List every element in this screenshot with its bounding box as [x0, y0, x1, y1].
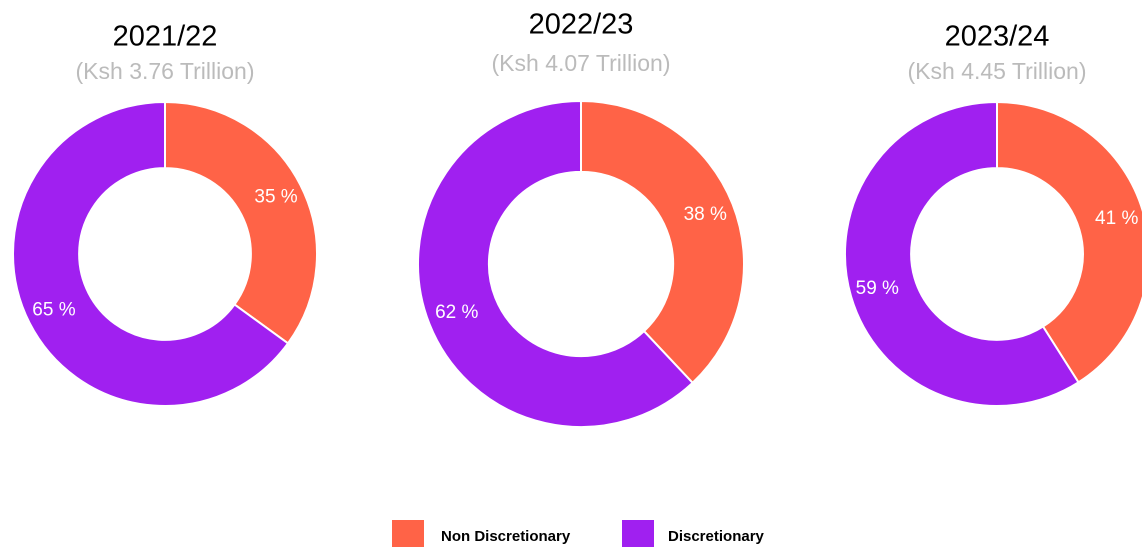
data-label: 38 % [684, 204, 727, 225]
chart-subtitle: (Ksh 4.07 Trillion) [492, 50, 671, 76]
chart-subtitle: (Ksh 4.45 Trillion) [908, 58, 1087, 84]
data-label: 59 % [856, 278, 899, 299]
legend-label: Discretionary [668, 528, 765, 545]
legend-label: Non Discretionary [441, 528, 571, 545]
pie-slice [580, 99, 745, 385]
chart-title: 2023/24 [945, 21, 1050, 53]
chart-title: 2022/23 [529, 9, 634, 41]
chart-title: 2021/22 [113, 21, 218, 53]
legend-swatch [622, 520, 654, 547]
data-label: 62 % [435, 302, 478, 323]
pie-slice [164, 100, 318, 345]
pie-slice [844, 100, 1080, 407]
data-label: 41 % [1095, 208, 1138, 229]
pie-slice [996, 100, 1142, 384]
pie-slice [417, 99, 694, 428]
chart-subtitle: (Ksh 3.76 Trillion) [76, 58, 255, 84]
legend-swatch [392, 520, 424, 547]
data-label: 65 % [32, 300, 75, 321]
pie-slice [12, 100, 290, 407]
data-label: 35 % [254, 186, 297, 207]
